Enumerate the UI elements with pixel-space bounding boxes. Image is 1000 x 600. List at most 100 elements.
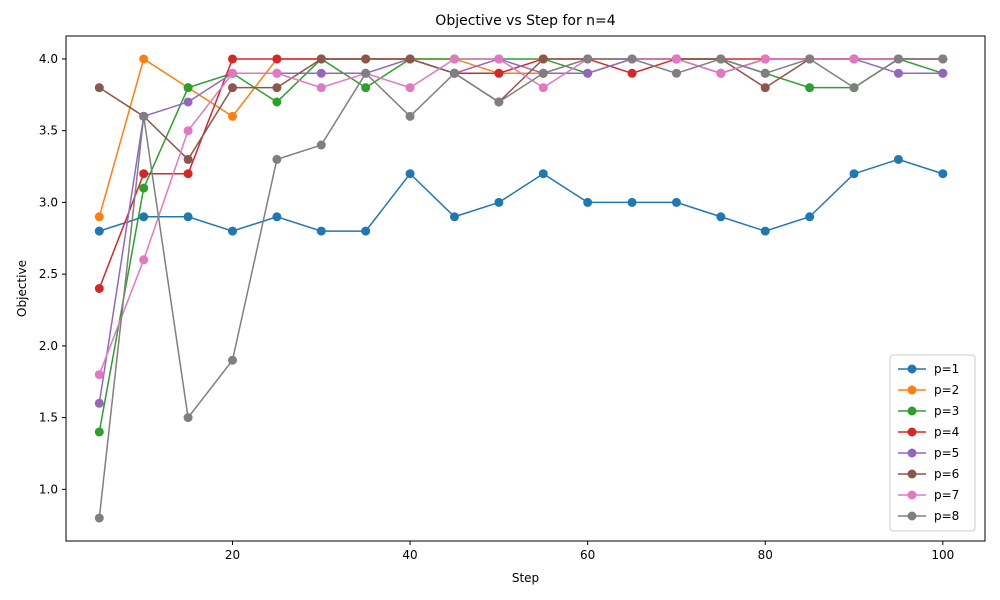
data-point — [671, 197, 681, 207]
legend-item: p=4 — [898, 425, 959, 439]
x-tick-label: 20 — [225, 548, 240, 562]
y-axis: 1.0 1.5 2.0 2.5 3.0 3.5 4.0 — [39, 52, 66, 496]
data-point — [227, 83, 237, 93]
data-point — [760, 54, 770, 64]
x-tick-label: 100 — [931, 548, 954, 562]
data-point — [938, 169, 948, 179]
y-tick-label: 4.0 — [39, 52, 58, 66]
data-point — [538, 54, 548, 64]
data-point — [227, 355, 237, 365]
y-tick-label: 2.0 — [39, 339, 58, 353]
data-point — [405, 83, 415, 93]
y-tick-label: 2.5 — [39, 267, 58, 281]
data-point — [183, 126, 193, 136]
data-point — [94, 398, 104, 408]
data-point — [627, 54, 637, 64]
legend-item: p=3 — [898, 404, 959, 418]
data-point — [94, 513, 104, 523]
legend-label: p=7 — [934, 488, 959, 502]
series-line — [98, 58, 943, 161]
data-point — [272, 54, 282, 64]
data-point — [449, 212, 459, 222]
data-point — [183, 169, 193, 179]
legend-marker — [907, 427, 917, 437]
data-point — [405, 169, 415, 179]
data-point — [94, 427, 104, 437]
data-point — [139, 54, 149, 64]
legend-marker — [907, 511, 917, 521]
data-point — [183, 413, 193, 423]
data-point — [139, 255, 149, 265]
data-point — [671, 54, 681, 64]
y-tick-label: 1.5 — [39, 411, 58, 425]
plot-frame — [65, 35, 986, 542]
data-point — [139, 183, 149, 193]
legend-marker — [907, 406, 917, 416]
data-point — [849, 83, 859, 93]
legend-label: p=4 — [934, 425, 959, 439]
data-point — [405, 54, 415, 64]
legend-label: p=8 — [934, 509, 959, 523]
data-point — [272, 212, 282, 222]
x-tick-label: 80 — [758, 548, 773, 562]
x-tick-label: 60 — [580, 548, 595, 562]
data-point — [716, 212, 726, 222]
data-point — [361, 54, 371, 64]
data-point — [316, 54, 326, 64]
data-point — [716, 54, 726, 64]
legend-item: p=2 — [898, 383, 959, 397]
data-point — [849, 54, 859, 64]
data-point — [716, 68, 726, 78]
data-point — [139, 169, 149, 179]
legend-item: p=6 — [898, 467, 959, 481]
data-point — [893, 154, 903, 164]
legend-label: p=2 — [934, 383, 959, 397]
y-axis-label: Objective — [15, 260, 29, 317]
data-point — [272, 154, 282, 164]
legend-item: p=7 — [898, 488, 959, 502]
data-point — [671, 68, 681, 78]
series-p=8 — [94, 54, 948, 523]
data-point — [849, 169, 859, 179]
data-point — [139, 212, 149, 222]
data-point — [94, 212, 104, 222]
data-point — [227, 68, 237, 78]
data-point — [494, 68, 504, 78]
data-point — [227, 226, 237, 236]
series-line — [98, 58, 943, 375]
data-point — [538, 68, 548, 78]
legend-box — [889, 354, 976, 532]
y-tick-label: 3.5 — [39, 124, 58, 138]
x-axis: 20 40 60 80 100 — [225, 541, 954, 562]
data-point — [405, 111, 415, 121]
data-point — [938, 54, 948, 64]
data-point — [94, 284, 104, 293]
data-point — [227, 54, 237, 64]
legend: p=1 p=2 p=3 p=4 p=5 p=6 p=7 p=8 — [889, 354, 976, 532]
data-point — [361, 68, 371, 78]
data-point — [272, 68, 282, 78]
data-point — [938, 68, 948, 78]
series-p=1 — [94, 154, 948, 236]
data-point — [627, 197, 637, 207]
data-point — [316, 140, 326, 150]
series-line — [98, 58, 943, 519]
data-point — [316, 68, 326, 78]
chart-title: Objective vs Step for n=4 — [435, 13, 615, 29]
legend-marker — [907, 490, 917, 500]
data-point — [538, 169, 548, 179]
data-point — [893, 54, 903, 64]
series-line — [99, 158, 944, 232]
x-tick-label: 40 — [402, 548, 417, 562]
data-point — [760, 83, 770, 93]
data-point — [183, 154, 193, 164]
legend-item: p=5 — [898, 446, 959, 460]
data-point — [583, 68, 593, 78]
data-point — [538, 83, 548, 93]
data-point — [760, 68, 770, 78]
legend-marker — [907, 385, 917, 395]
y-tick-label: 3.0 — [39, 195, 58, 209]
data-point — [361, 83, 371, 93]
legend-label: p=3 — [934, 404, 959, 418]
